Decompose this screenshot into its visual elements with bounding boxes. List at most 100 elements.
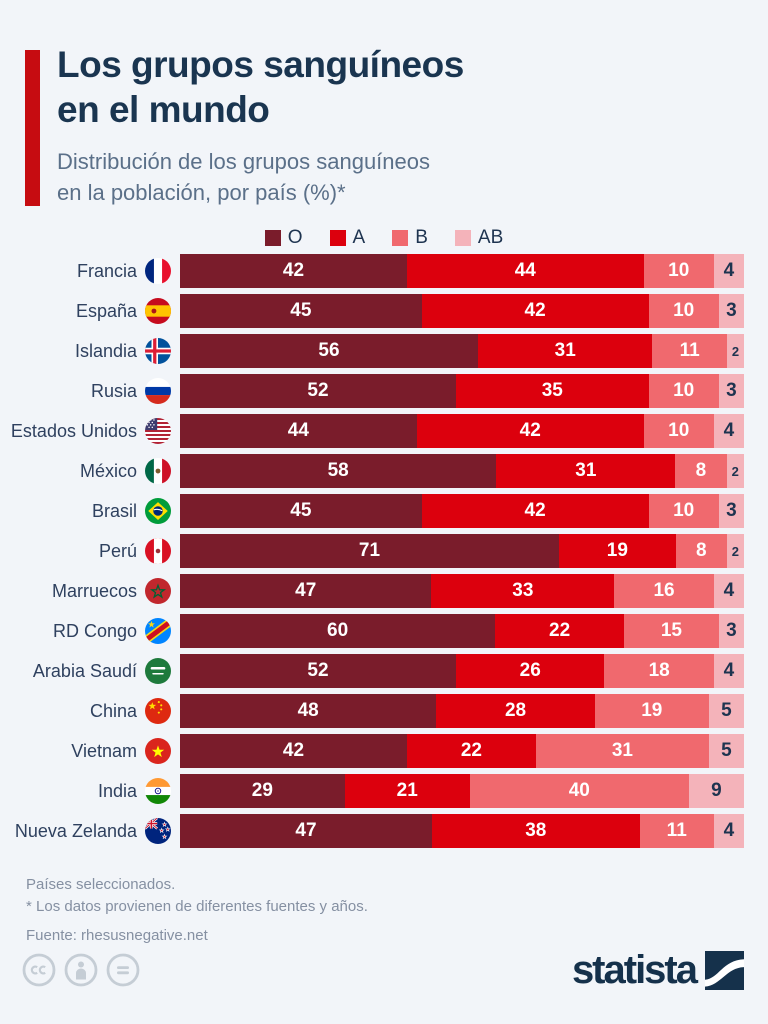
footnotes: Países seleccionados. * Los datos provie…: [26, 874, 368, 946]
country-label: México: [79, 460, 137, 481]
bar-segment-b: 8: [675, 454, 727, 488]
chart-row: India 29 21 40 9: [0, 774, 768, 808]
country-label: Brasil: [91, 500, 137, 521]
bar-segment-a: 44: [406, 254, 644, 288]
stacked-bar: 52 26 18 4: [180, 654, 744, 688]
source-line: Fuente: rhesusnegative.net: [26, 926, 208, 944]
legend-label: B: [415, 227, 428, 248]
bar-segment-a: 21: [344, 774, 470, 808]
bar-segment-ab: 2: [726, 334, 745, 368]
bar-segment-b: 40: [469, 774, 689, 808]
no-derivatives-equals-icon[interactable]: [106, 953, 140, 987]
country-label: Perú: [98, 540, 137, 561]
subtitle-line-2: en la población, por país (%)*: [57, 179, 346, 205]
chart-row: Arabia Saudí 52 26 18 4: [0, 654, 768, 688]
bar-segment-o: 48: [180, 694, 437, 728]
flag-icon-us: [145, 418, 171, 444]
bar-segment-ab: 4: [713, 574, 744, 608]
legend: O A B AB: [0, 227, 768, 249]
legend-label: O: [287, 227, 303, 248]
country-label: Nueva Zelanda: [14, 820, 137, 841]
bar-segment-a: 42: [421, 294, 649, 328]
chart-row: Nueva Zelanda 47 38 11 4: [0, 814, 768, 848]
bar-segment-a: 19: [558, 534, 676, 568]
bar-segment-o: 45: [180, 494, 422, 528]
stacked-bar: 42 44 10 4: [180, 254, 744, 288]
stacked-bar: 58 31 8 2: [180, 454, 744, 488]
stacked-bar-chart: Francia 42 44 10 4 España 45 42 10 3 Islandia …: [0, 254, 768, 854]
bar-segment-o: 52: [180, 654, 456, 688]
flag-icon-cd: [145, 618, 171, 644]
stacked-bar: 42 22 31 5: [180, 734, 744, 768]
bar-segment-o: 42: [180, 734, 407, 768]
stacked-bar: 45 42 10 3: [180, 294, 744, 328]
stacked-bar: 52 35 10 3: [180, 374, 744, 408]
bar-segment-ab: 4: [713, 654, 744, 688]
bar-segment-a: 22: [495, 614, 625, 648]
legend-swatch: [264, 230, 281, 246]
bar-segment-o: 47: [180, 574, 432, 608]
attribution-person-icon[interactable]: [64, 953, 98, 987]
bar-segment-b: 31: [535, 734, 709, 768]
flag-icon-ru: [145, 378, 171, 404]
bar-segment-a: 22: [406, 734, 536, 768]
bar-segment-o: 71: [180, 534, 559, 568]
bar-segment-ab: 2: [726, 454, 744, 488]
bar-segment-o: 58: [180, 454, 497, 488]
legend-swatch: [329, 230, 346, 246]
flag-icon-in: [145, 778, 171, 804]
bar-segment-ab: 3: [718, 294, 744, 328]
bar-segment-a: 38: [431, 814, 640, 848]
bar-segment-ab: 3: [718, 494, 744, 528]
legend-swatch: [392, 230, 409, 246]
bar-segment-b: 16: [614, 574, 714, 608]
bar-segment-ab: 2: [726, 534, 745, 568]
bar-segment-a: 26: [455, 654, 605, 688]
bar-segment-b: 11: [639, 814, 714, 848]
bar-segment-a: 42: [416, 414, 644, 448]
title-accent-bar: [25, 50, 40, 206]
bar-segment-a: 31: [496, 454, 676, 488]
chart-row: Perú 71 19 8 2: [0, 534, 768, 568]
flag-icon-br: [145, 498, 171, 524]
flag-icon-sa: [145, 658, 171, 684]
bar-segment-b: 10: [648, 294, 719, 328]
country-label: China: [89, 700, 137, 721]
cc-icon[interactable]: [22, 953, 56, 987]
legend-item: O: [264, 227, 303, 249]
bar-segment-ab: 3: [718, 614, 744, 648]
flag-icon-nz: [145, 818, 171, 844]
bar-segment-o: 29: [180, 774, 345, 808]
chart-row: China 48 28 19 5: [0, 694, 768, 728]
country-label: Marruecos: [51, 580, 137, 601]
stacked-bar: 47 38 11 4: [180, 814, 744, 848]
flag-icon-pe: [145, 538, 171, 564]
bar-segment-b: 8: [675, 534, 727, 568]
bar-segment-ab: 4: [713, 254, 744, 288]
legend-swatch: [454, 230, 471, 246]
chart-row: México 58 31 8 2: [0, 454, 768, 488]
country-label: Islandia: [74, 340, 137, 361]
stacked-bar: 45 42 10 3: [180, 494, 744, 528]
title-line-2: en el mundo: [57, 89, 270, 131]
bar-segment-ab: 5: [708, 734, 744, 768]
bar-segment-a: 35: [455, 374, 649, 408]
bar-segment-b: 10: [648, 494, 719, 528]
subtitle-line-1: Distribución de los grupos sanguíneos: [57, 149, 431, 174]
country-label: India: [97, 780, 137, 801]
statista-logo-icon: [705, 950, 744, 990]
bar-segment-b: 19: [594, 694, 709, 728]
bar-segment-ab: 4: [713, 414, 744, 448]
bar-segment-o: 56: [180, 334, 478, 368]
country-label: Rusia: [90, 380, 137, 401]
statista-branding[interactable]: statista: [572, 950, 744, 990]
bar-segment-a: 31: [478, 334, 653, 368]
creative-commons-icons[interactable]: [22, 953, 140, 987]
bar-segment-o: 52: [180, 374, 456, 408]
flag-icon-cn: [145, 698, 171, 724]
bar-segment-b: 18: [604, 654, 714, 688]
chart-row: Estados Unidos 44 42 10 4: [0, 414, 768, 448]
bar-segment-a: 28: [436, 694, 595, 728]
chart-row: RD Congo 60 22 15 3: [0, 614, 768, 648]
stacked-bar: 71 19 8 2: [180, 534, 745, 568]
